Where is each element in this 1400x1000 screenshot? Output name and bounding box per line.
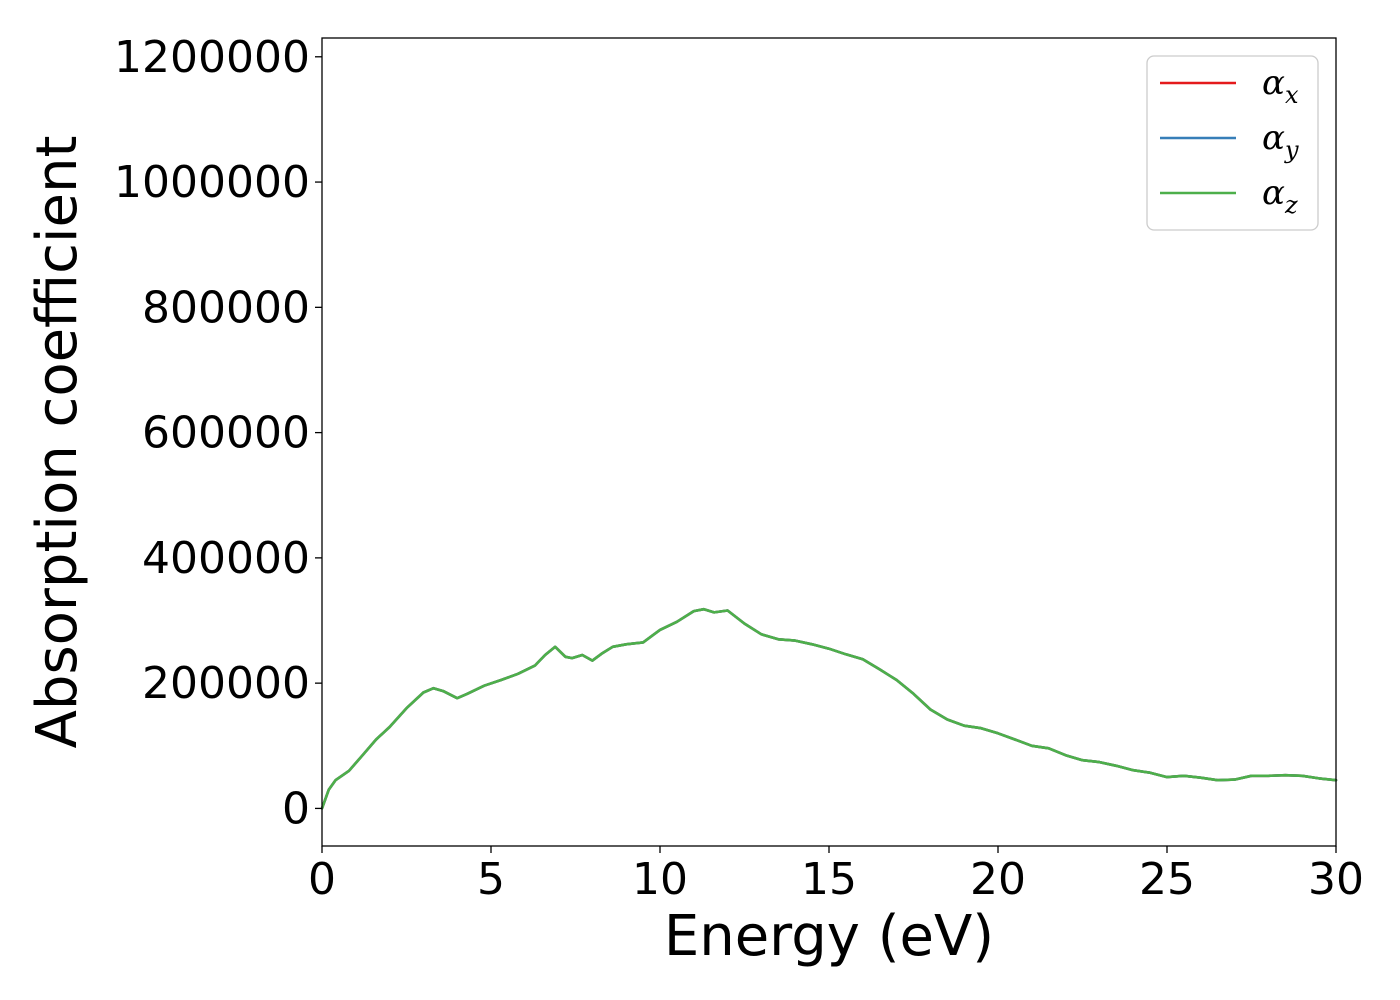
series-line-x xyxy=(320,607,1338,810)
series-line-y xyxy=(320,607,1338,810)
x-tick-label: 20 xyxy=(970,854,1026,905)
y-axis-ticks: 0 200000 400000 600000 800000 1000000 1200000 xyxy=(114,32,322,834)
series-line-z xyxy=(320,607,1338,810)
x-tick-label: 0 xyxy=(308,854,336,905)
y-tick-label: 800000 xyxy=(142,282,310,333)
x-tick-label: 30 xyxy=(1308,854,1364,905)
y-tick-label: 1000000 xyxy=(114,157,310,208)
x-axis-title: Energy (eV) xyxy=(664,904,994,969)
y-tick-label: 200000 xyxy=(142,658,310,709)
series-layer xyxy=(320,607,1338,810)
x-tick-label: 15 xyxy=(801,854,857,905)
legend-box xyxy=(1146,55,1319,231)
y-tick-label: 600000 xyxy=(142,408,310,459)
y-tick-label: 1200000 xyxy=(114,32,310,83)
x-axis-ticks: 0 5 10 15 20 25 30 xyxy=(308,846,1364,905)
x-tick-label: 10 xyxy=(632,854,688,905)
x-tick-label: 5 xyxy=(477,854,505,905)
y-axis-title: Absorption coefficient xyxy=(25,136,90,749)
y-tick-label: 0 xyxy=(282,783,310,834)
x-tick-label: 25 xyxy=(1139,854,1195,905)
y-tick-label: 400000 xyxy=(142,533,310,584)
